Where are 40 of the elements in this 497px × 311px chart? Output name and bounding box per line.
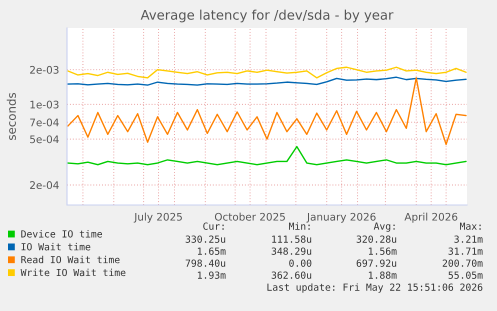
y-tick-label: 1e-03 <box>30 100 59 108</box>
text: 1.65m <box>198 247 226 255</box>
text: 348.29u <box>272 247 312 255</box>
x-tick-label: July 2025 <box>134 212 182 223</box>
text: 320.28u <box>356 235 396 243</box>
text: 798.40u <box>186 259 226 267</box>
y-tick-label: 2e-03 <box>30 66 59 74</box>
text: 1.93m <box>198 271 226 279</box>
text: Avg: <box>374 222 395 232</box>
text: 1.88m <box>368 271 397 279</box>
text: 111.58u <box>272 235 312 243</box>
text: 0.00 <box>289 259 312 267</box>
text: Last update: Fri May 22 15:51:06 2026 <box>267 283 482 293</box>
text: Min: <box>288 222 310 230</box>
legend-label: IO Wait time <box>22 242 90 250</box>
y-tick-label: 2e-04 <box>30 181 59 190</box>
text: 1.56m <box>368 247 397 255</box>
y-axis-title: seconds <box>6 92 16 140</box>
text: Cur: <box>203 222 224 230</box>
chart-title: Average latency for /dev/sda - by year <box>140 10 394 22</box>
text: 3.21m <box>454 235 483 243</box>
text: Max: <box>460 222 481 230</box>
line-series <box>67 146 467 166</box>
y-tick-label: 7e-04 <box>30 118 59 126</box>
text: 200.70m <box>442 259 483 267</box>
legend-label: Device IO time <box>21 230 102 238</box>
text: 362.60u <box>272 271 312 279</box>
text: 31.71m <box>448 247 483 255</box>
line-series <box>67 76 467 86</box>
line-series <box>67 66 467 79</box>
text: 697.92u <box>356 259 396 267</box>
x-tick-label: October 2025 <box>214 212 285 221</box>
legend-label: Write IO Wait time <box>20 268 126 276</box>
x-tick-label: April 2026 <box>404 212 458 223</box>
x-tick-label: January 2026 <box>306 212 376 223</box>
text: 55.05m <box>448 271 483 279</box>
y-tick-label: 5e-04 <box>30 135 59 144</box>
legend-label: Read IO Wait time <box>21 256 120 264</box>
line-series <box>67 77 467 146</box>
text: 330.25u <box>186 235 226 243</box>
